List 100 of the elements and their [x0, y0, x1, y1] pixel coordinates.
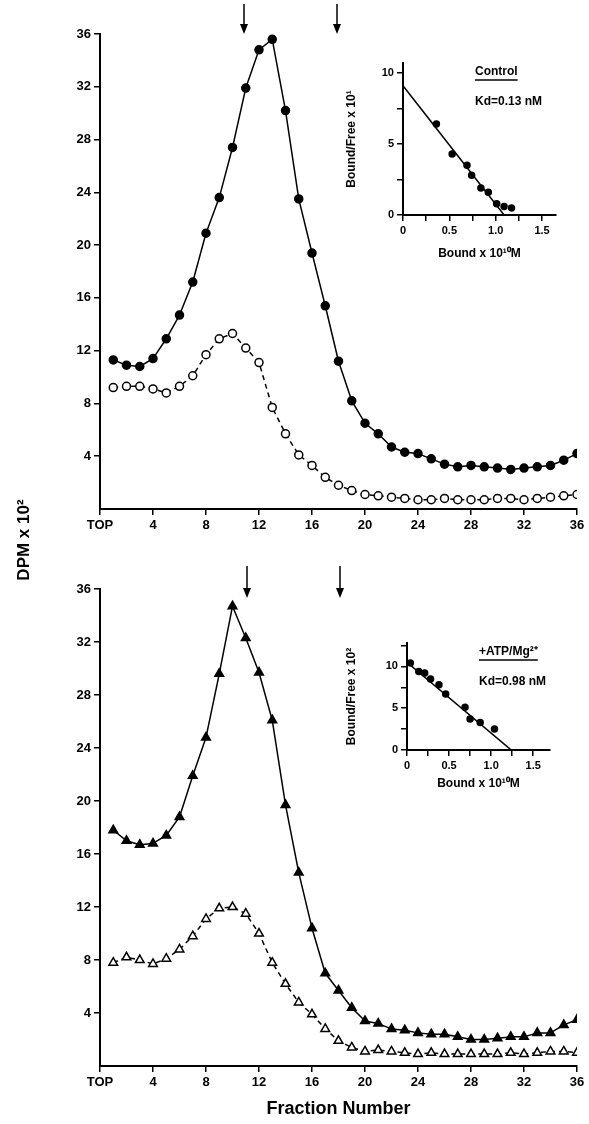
point — [484, 188, 493, 197]
point — [492, 463, 503, 473]
x-tick-label: 4 — [149, 517, 158, 533]
x-tick-label: 1.5 — [525, 758, 541, 771]
point — [386, 1023, 397, 1033]
point — [426, 495, 436, 505]
point — [360, 489, 370, 500]
point — [505, 1031, 516, 1041]
point — [174, 811, 185, 821]
point — [386, 492, 397, 502]
point — [518, 1031, 530, 1041]
point — [161, 388, 171, 398]
point — [413, 448, 423, 459]
point — [413, 495, 423, 505]
y-tick-label: 4 — [83, 447, 92, 463]
point — [333, 984, 344, 994]
x-tick-label: TOP — [86, 517, 114, 533]
point — [333, 356, 344, 366]
x-tick-label: 16 — [304, 1074, 320, 1090]
point — [466, 495, 476, 505]
point — [532, 1047, 543, 1056]
point — [360, 418, 370, 428]
point — [505, 1047, 516, 1056]
point — [461, 703, 469, 712]
point — [346, 1041, 357, 1051]
x-tick-label: 0.5 — [441, 758, 457, 771]
point — [121, 381, 132, 392]
point — [426, 1047, 437, 1056]
point — [518, 1048, 530, 1058]
point — [214, 334, 224, 344]
point — [267, 956, 278, 966]
point — [294, 450, 304, 460]
point — [240, 632, 251, 642]
point — [386, 1045, 397, 1055]
point — [347, 485, 357, 496]
y-tick-label: 0 — [387, 208, 394, 221]
point — [545, 460, 556, 471]
point — [227, 142, 238, 153]
point — [500, 202, 508, 211]
y-tick-label: 32 — [76, 78, 91, 94]
point — [386, 442, 397, 452]
point — [399, 1024, 410, 1034]
point — [558, 1045, 569, 1055]
point — [373, 491, 383, 501]
x-axis-title: Bound x 10¹⁰M — [438, 246, 521, 261]
point — [241, 83, 251, 93]
x-tick-label: 1.0 — [483, 758, 499, 771]
point — [147, 958, 159, 968]
point — [347, 396, 357, 406]
point — [121, 835, 132, 844]
point — [108, 824, 119, 834]
y-tick-label: 36 — [76, 580, 91, 596]
point — [307, 460, 317, 471]
x-tick-label: 12 — [251, 1074, 267, 1090]
point — [559, 491, 569, 501]
point — [320, 301, 330, 311]
point — [492, 1048, 503, 1058]
point — [201, 349, 211, 360]
point — [463, 161, 471, 170]
point — [161, 952, 172, 962]
point — [121, 951, 132, 961]
y-tick-label: 36 — [76, 25, 91, 41]
x-tick-label: 32 — [516, 517, 532, 533]
point — [148, 353, 158, 364]
x-tick-label: 8 — [202, 1074, 210, 1090]
y-tick-label: 20 — [76, 236, 91, 252]
point — [134, 954, 145, 964]
point — [452, 1031, 463, 1041]
annotation: Control — [475, 64, 518, 78]
x-axis-title: Bound x 10¹⁰M — [437, 776, 520, 791]
point — [333, 1035, 344, 1045]
point — [441, 690, 450, 698]
point — [426, 1028, 437, 1038]
x-tick-label: 4 — [149, 1074, 158, 1090]
x-tick-label: 0.5 — [441, 223, 458, 236]
x-tick-label: 24 — [410, 517, 426, 533]
point — [479, 462, 489, 472]
y-tick-label: 12 — [76, 898, 91, 914]
x-tick-label: 28 — [463, 1074, 479, 1090]
y-tick-label: 0 — [391, 743, 398, 756]
point — [453, 495, 463, 505]
point — [227, 600, 238, 610]
point — [267, 34, 277, 45]
y-tick-label: 28 — [76, 686, 91, 702]
point — [267, 714, 278, 724]
point — [320, 967, 331, 977]
x-tick-label: 20 — [357, 517, 373, 533]
point — [359, 1045, 371, 1055]
point — [108, 382, 118, 393]
point — [294, 194, 304, 204]
point — [465, 1033, 477, 1043]
y-tick-label: 16 — [76, 845, 91, 861]
y-tick-label: 10 — [381, 65, 394, 78]
x-tick-label: 1.5 — [534, 223, 550, 236]
point — [558, 1019, 569, 1029]
point — [174, 310, 185, 320]
point — [412, 1048, 424, 1058]
point — [320, 1023, 331, 1033]
point — [346, 1001, 357, 1011]
point — [253, 927, 265, 937]
